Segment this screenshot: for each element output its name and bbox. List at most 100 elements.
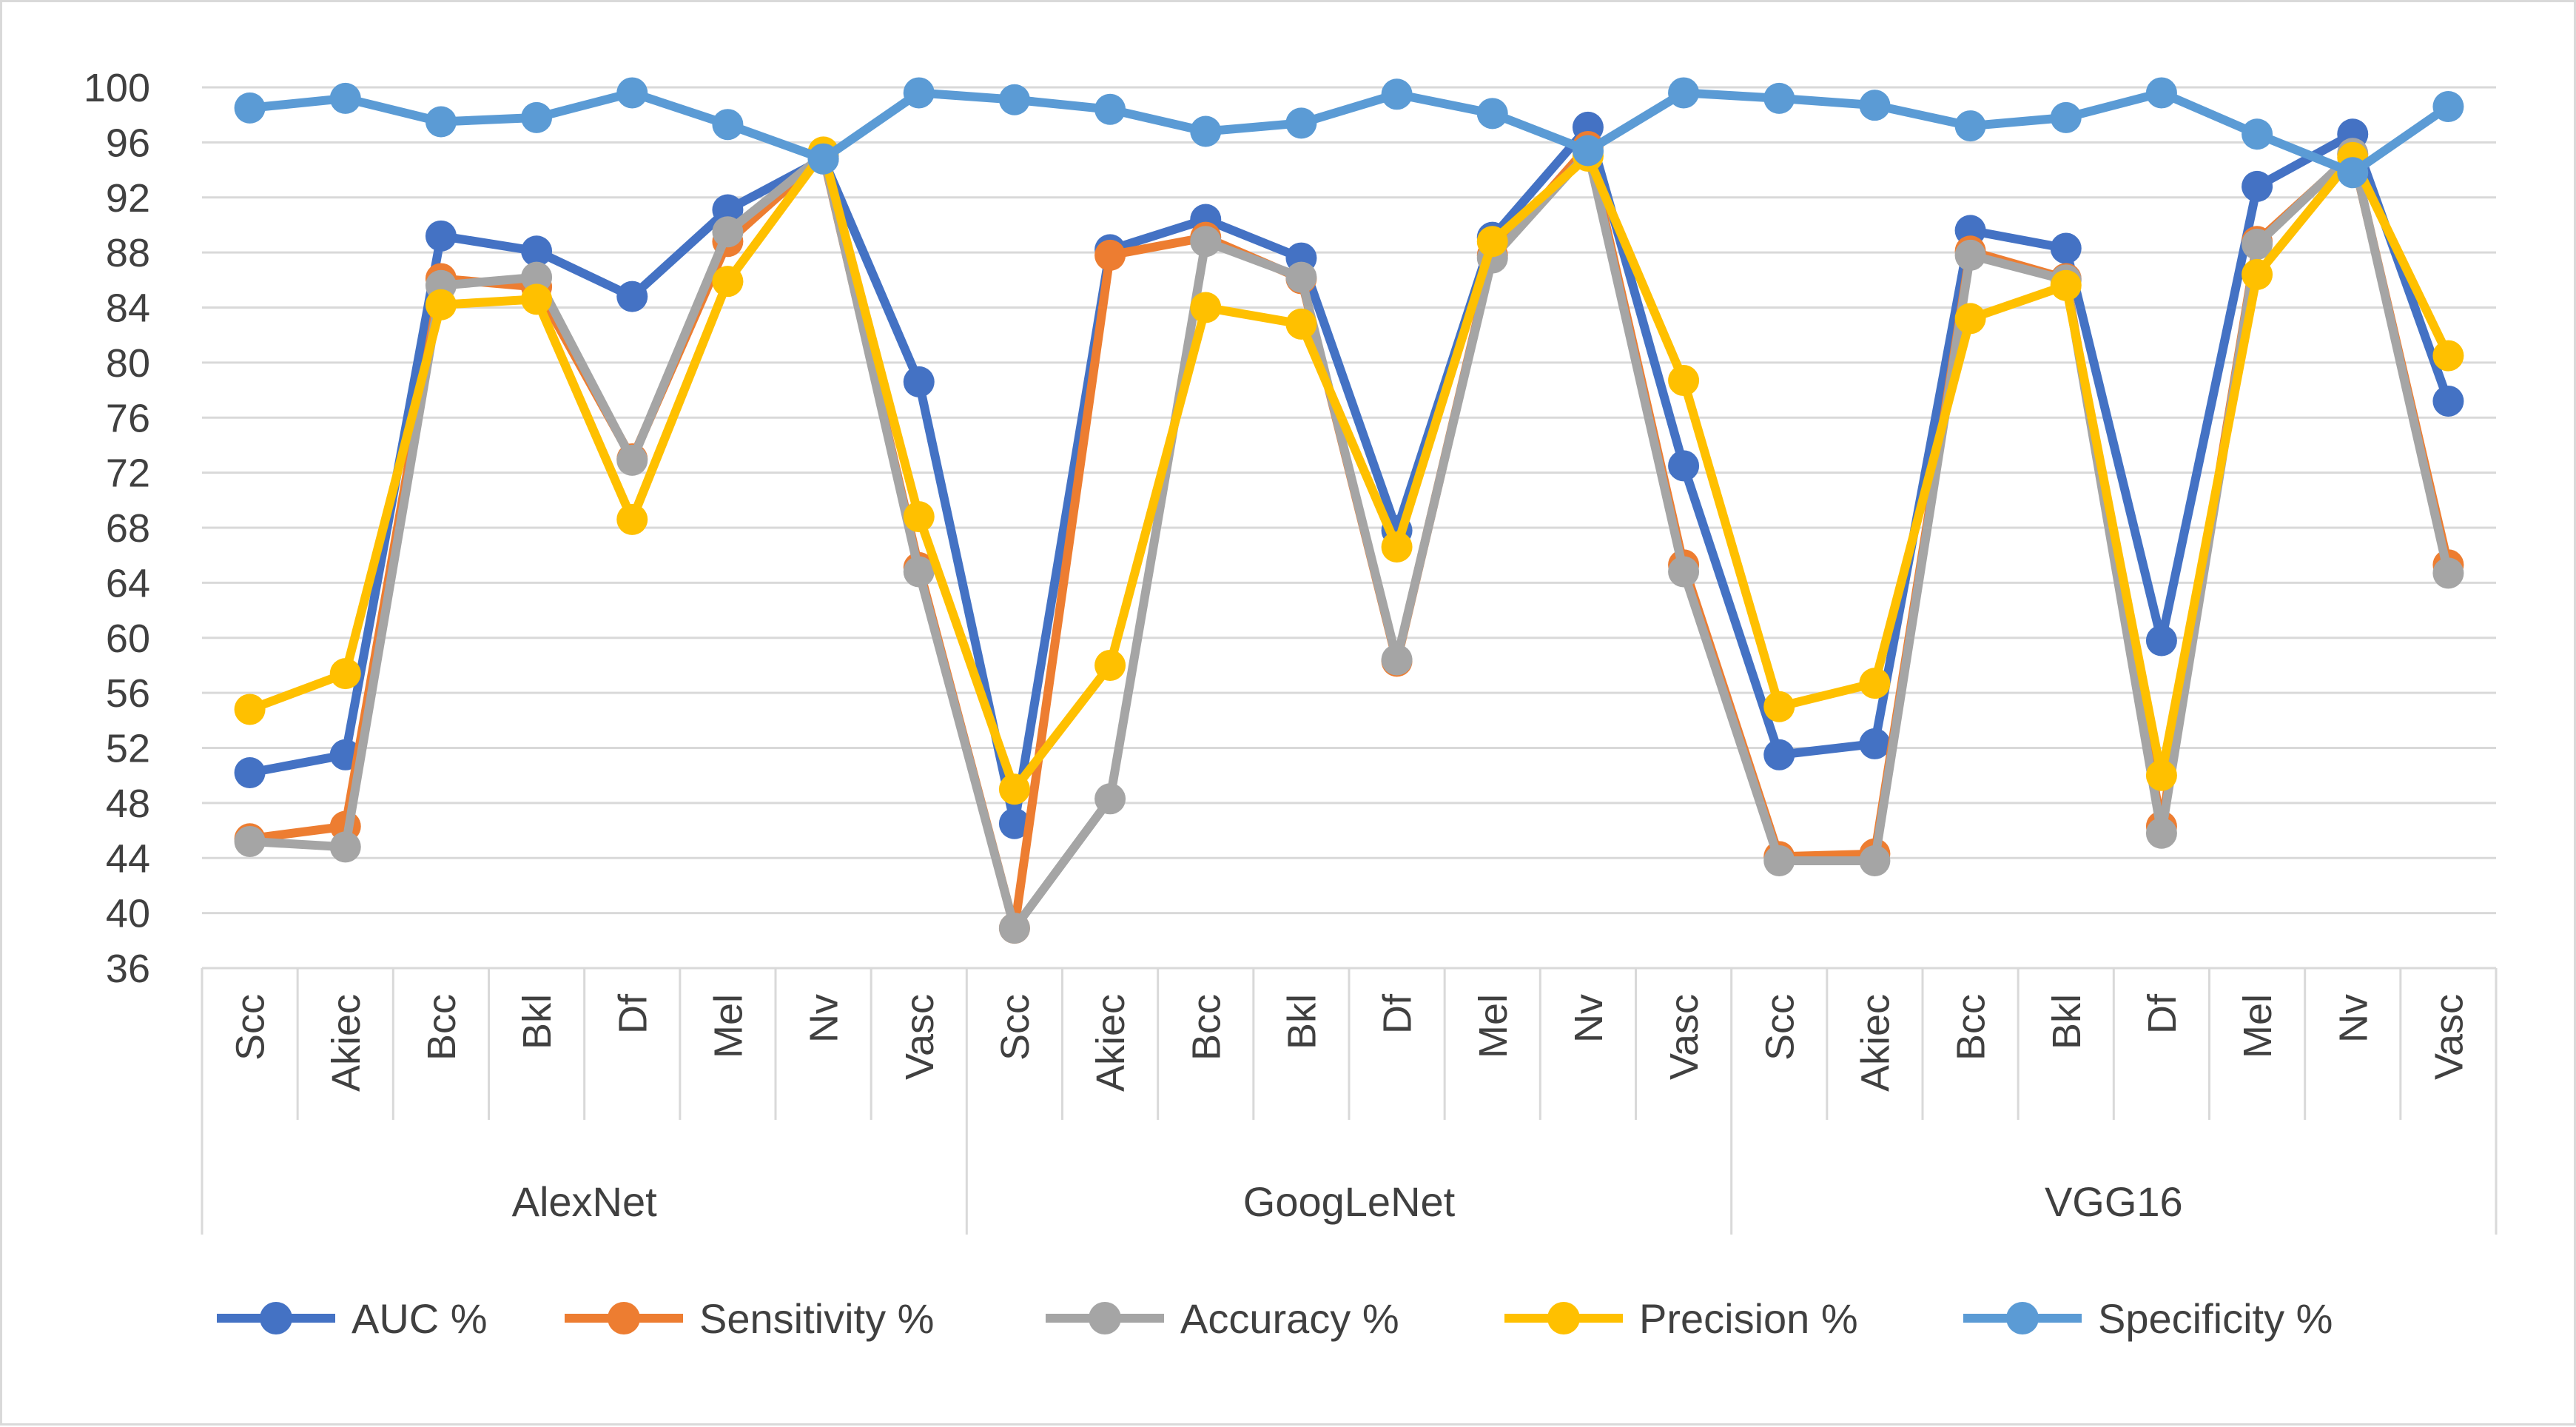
y-tick-label: 36	[106, 947, 150, 991]
x-tick-label: Vasc	[1662, 994, 1706, 1080]
data-point	[521, 283, 553, 315]
y-tick-label: 84	[106, 286, 150, 331]
x-axis: Scc Akiec Bcc Bkl Df Mel Nv Vasc Scc Akiec Bcc Bkl D…	[201, 968, 2498, 1235]
series-lines	[234, 77, 2464, 944]
data-point	[234, 92, 266, 124]
legend-label: Sensitivity %	[699, 1295, 934, 1342]
data-point	[2242, 118, 2273, 150]
y-tick-label: 64	[106, 561, 150, 605]
data-point	[1094, 783, 1126, 815]
legend-marker	[1089, 1302, 1121, 1334]
data-point	[521, 235, 553, 267]
data-point	[1954, 110, 1986, 142]
data-point	[425, 289, 457, 320]
series-specificity	[234, 77, 2464, 189]
x-tick-label: Df	[1376, 993, 1420, 1034]
data-point	[329, 658, 361, 690]
data-point	[1094, 93, 1126, 125]
y-tick-label: 76	[106, 396, 150, 440]
data-point	[1859, 728, 1891, 759]
data-point	[1381, 531, 1413, 563]
data-point	[998, 913, 1030, 944]
x-tick-label: Df	[2140, 993, 2185, 1034]
data-point	[807, 143, 839, 175]
data-point	[712, 266, 744, 298]
x-tick-label: Bcc	[420, 994, 464, 1061]
legend-item: Accuracy %	[1046, 1295, 1399, 1342]
data-point	[1668, 556, 1700, 588]
data-point	[234, 694, 266, 725]
x-tick-label: Scc	[993, 994, 1038, 1061]
data-point	[329, 82, 361, 114]
x-tick-label: Bkl	[1279, 994, 1324, 1050]
data-point	[1668, 365, 1700, 397]
data-point	[1476, 226, 1508, 258]
data-point	[2050, 269, 2082, 301]
x-tick-label: Scc	[1758, 994, 1802, 1061]
data-point	[1094, 239, 1126, 271]
x-tick-label: Akiec	[324, 994, 369, 1092]
legend-marker	[2006, 1302, 2039, 1334]
data-point	[998, 807, 1030, 839]
group-label: GoogLeNet	[1243, 1178, 1456, 1225]
data-point	[998, 773, 1030, 805]
y-tick-label: 88	[106, 231, 150, 275]
data-point	[998, 84, 1030, 115]
data-point	[521, 261, 553, 293]
data-point	[425, 220, 457, 252]
data-point	[2337, 157, 2369, 189]
data-point	[1381, 78, 1413, 110]
data-point	[2432, 385, 2464, 417]
y-tick-label: 96	[106, 121, 150, 165]
group-label: VGG16	[2045, 1178, 2183, 1225]
x-tick-label: Bkl	[2045, 994, 2089, 1050]
data-point	[1190, 226, 1222, 258]
y-axis-ticks: 36 40 44 48 52 56 60 64 68 72 76 80 84 88 92 96 100	[84, 66, 150, 991]
x-tick-label: Mel	[2236, 994, 2280, 1058]
y-tick-label: 56	[106, 671, 150, 716]
data-point	[1763, 82, 1795, 114]
x-tick-label: Bkl	[515, 994, 559, 1050]
data-point	[1954, 303, 1986, 335]
x-tick-label: Nv	[802, 994, 847, 1043]
x-tick-label: Vasc	[2427, 994, 2471, 1080]
data-point	[616, 503, 648, 535]
data-point	[234, 756, 266, 788]
y-tick-label: 72	[106, 451, 150, 496]
data-point	[2242, 170, 2273, 202]
series-accuracy	[234, 136, 2464, 944]
data-point	[616, 281, 648, 312]
x-tick-label: Bcc	[1949, 994, 1994, 1061]
y-tick-label: 52	[106, 727, 150, 771]
data-point	[1190, 292, 1222, 323]
x-tick-label: Mel	[1471, 994, 1516, 1058]
y-tick-label: 80	[106, 341, 150, 386]
legend-label: Specificity %	[2098, 1295, 2333, 1342]
x-tick-label: Df	[611, 993, 655, 1034]
data-point	[1763, 845, 1795, 876]
legend-item: Sensitivity %	[565, 1295, 934, 1342]
x-tick-label: Nv	[2331, 994, 2375, 1043]
data-point	[2242, 258, 2273, 290]
series-line	[245, 147, 2453, 794]
y-tick-label: 48	[106, 782, 150, 826]
data-point	[521, 101, 553, 133]
data-point	[2145, 817, 2177, 849]
data-point	[2242, 228, 2273, 260]
legend-label: Precision %	[1639, 1295, 1858, 1342]
data-point	[903, 77, 935, 109]
data-point	[1285, 308, 1317, 340]
data-point	[2432, 91, 2464, 123]
data-point	[903, 366, 935, 397]
data-point	[1859, 90, 1891, 121]
group-label: AlexNet	[512, 1178, 658, 1225]
data-point	[2145, 625, 2177, 657]
data-point	[1859, 668, 1891, 699]
data-point	[2432, 557, 2464, 589]
data-point	[1859, 845, 1891, 876]
y-tick-label: 92	[106, 176, 150, 221]
data-point	[1190, 115, 1222, 147]
data-point	[2050, 232, 2082, 264]
